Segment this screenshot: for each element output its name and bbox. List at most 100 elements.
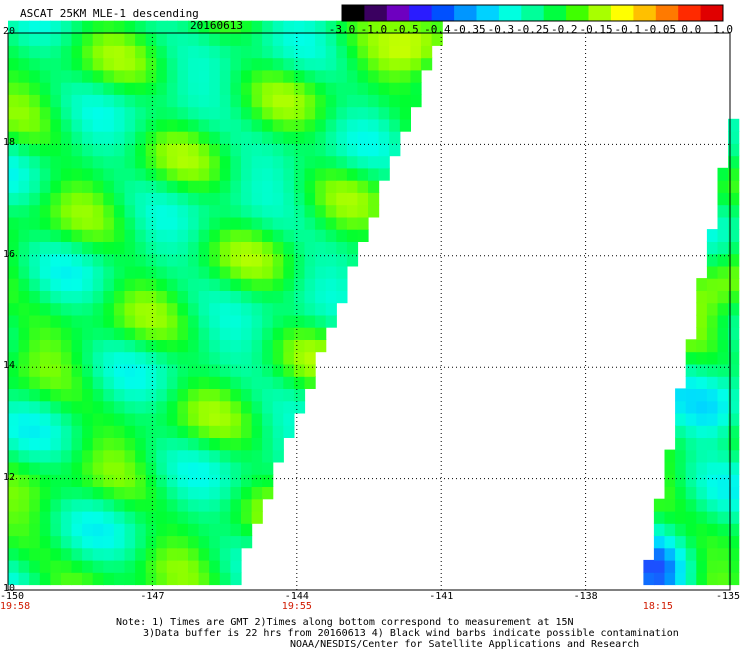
swath-cell	[304, 192, 316, 206]
swath-cell	[230, 118, 242, 132]
swath-cell	[198, 118, 210, 132]
swath-cell	[113, 437, 126, 451]
swath-cell	[717, 510, 729, 524]
swath-cell	[166, 547, 178, 561]
swath-cell	[336, 57, 348, 71]
swath-cell	[198, 449, 210, 463]
swath-cell	[219, 278, 231, 291]
swath-cell	[18, 33, 30, 46]
swath-cell	[8, 265, 20, 279]
swath-cell	[166, 204, 178, 218]
colorbar-tick-label: -0.2	[551, 23, 578, 36]
swath-cell	[50, 351, 62, 365]
swath-cell	[219, 572, 231, 586]
swath-cell	[198, 253, 210, 267]
swath-cell	[156, 547, 168, 561]
swath-cell	[304, 118, 316, 132]
swath-cell	[145, 69, 157, 83]
swath-cell	[230, 180, 242, 193]
swath-cell	[18, 572, 30, 586]
swath-cell	[124, 351, 136, 365]
swath-cell	[696, 339, 708, 353]
swath-cell	[82, 20, 94, 34]
swath-cell	[653, 523, 666, 537]
swath-cell	[262, 474, 274, 487]
swath-cell	[145, 302, 157, 316]
swath-cell	[103, 351, 115, 365]
swath-cell	[60, 474, 73, 487]
colorbar-swatch	[655, 5, 679, 21]
swath-cell	[251, 241, 263, 255]
swath-cell	[135, 510, 147, 524]
swath-cell	[50, 192, 62, 206]
swath-cell	[29, 204, 41, 218]
swath-cell	[71, 510, 83, 524]
swath-cell	[262, 106, 274, 120]
swath-cell	[188, 400, 200, 414]
swath-cell	[124, 57, 136, 71]
swath-cell	[166, 498, 178, 512]
swath-cell	[251, 302, 263, 316]
swath-cell	[39, 57, 51, 71]
swath-cell	[18, 559, 30, 573]
swath-cell	[18, 155, 30, 169]
swath-cell	[368, 33, 380, 46]
swath-cell	[166, 33, 178, 46]
swath-cell	[696, 388, 708, 402]
swath-cell	[389, 82, 401, 95]
swath-cell	[82, 33, 94, 46]
swath-cell	[325, 314, 337, 328]
swath-cell	[60, 314, 73, 328]
swath-cell	[336, 69, 348, 83]
swath-cell	[39, 82, 51, 95]
swath-cell	[357, 45, 369, 59]
swath-cell	[39, 143, 51, 157]
swath-cell	[135, 265, 147, 279]
swath-cell	[71, 241, 83, 255]
swath-cell	[272, 253, 284, 267]
swath-cell	[283, 388, 295, 402]
colorbar-tick-label: -0.5	[392, 23, 419, 36]
swath-cell	[18, 425, 30, 438]
swath-cell	[675, 523, 687, 537]
swath-cell	[728, 388, 740, 402]
swath-cell	[272, 69, 284, 83]
swath-cell	[188, 106, 200, 120]
swath-cell	[71, 523, 83, 537]
swath-cell	[8, 376, 20, 389]
swath-cell	[336, 94, 348, 108]
swath-cell	[325, 33, 337, 46]
swath-cell	[135, 449, 147, 463]
swath-cell	[399, 94, 411, 108]
swath-cell	[283, 57, 295, 71]
swath-cell	[92, 363, 104, 377]
swath-cell	[389, 57, 401, 71]
swath-cell	[325, 131, 337, 144]
swath-cell	[92, 449, 104, 463]
swath-cell	[92, 535, 104, 549]
swath-cell	[103, 376, 115, 389]
swath-cell	[124, 547, 136, 561]
swath-cell	[82, 143, 94, 157]
swath-cell	[60, 131, 73, 144]
swath-cell	[135, 412, 147, 426]
swath-cell	[230, 302, 242, 316]
swath-cell	[198, 180, 210, 193]
swath-cell	[188, 241, 200, 255]
swath-cell	[696, 547, 708, 561]
swath-cell	[103, 241, 115, 255]
swath-cell	[293, 388, 306, 402]
swath-cell	[378, 143, 390, 157]
swath-cell	[728, 339, 740, 353]
swath-cell	[304, 229, 316, 242]
swath-cell	[145, 290, 157, 304]
swath-cell	[29, 290, 41, 304]
swath-cell	[336, 167, 348, 181]
swath-cell	[113, 302, 126, 316]
swath-cell	[156, 400, 168, 414]
swath-cell	[156, 302, 168, 316]
swath-cell	[198, 229, 210, 242]
swath-cell	[209, 412, 221, 426]
swath-cell	[71, 229, 83, 242]
swath-cell	[219, 388, 231, 402]
